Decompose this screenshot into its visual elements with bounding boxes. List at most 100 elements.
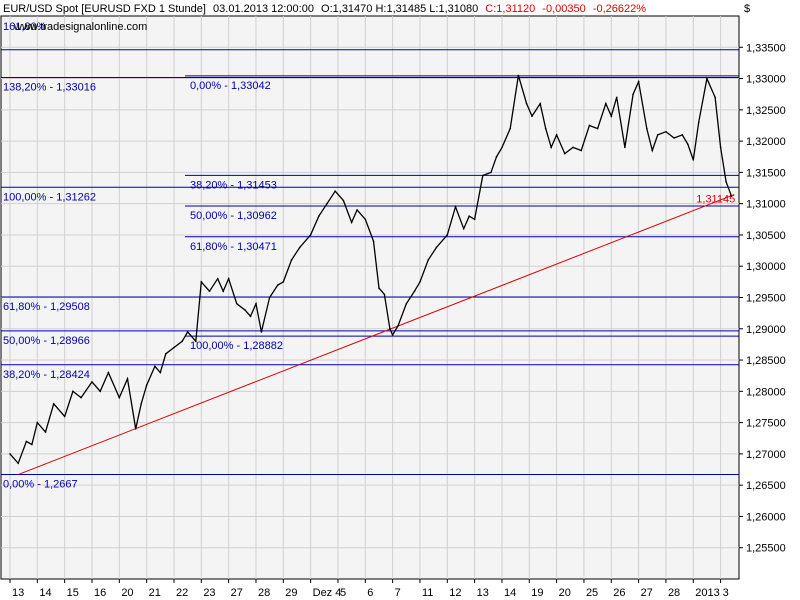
price-point xyxy=(309,234,312,236)
price-point xyxy=(446,234,449,236)
price-point xyxy=(134,428,137,430)
price-series-layer xyxy=(9,74,733,465)
price-point xyxy=(36,421,39,424)
fib-level-label: 50,00% - 1,30962 xyxy=(190,210,277,222)
fib-level-label: 61,80% - 1,29508 xyxy=(3,301,90,313)
price-point xyxy=(725,180,727,183)
x-tick-label: 27 xyxy=(641,587,653,599)
y-tick-label: 1,27000 xyxy=(746,449,786,461)
price-point xyxy=(468,215,470,217)
x-tick-label: 3 xyxy=(723,587,729,599)
price-point xyxy=(282,281,285,283)
price-point xyxy=(260,331,263,333)
price-point xyxy=(405,302,408,305)
price-point xyxy=(610,115,613,117)
y-tick-label: 1,29500 xyxy=(746,293,786,305)
fib-level-label: 50,00% - 1,28966 xyxy=(3,335,90,347)
x-tick-label: 14 xyxy=(504,587,516,599)
y-tick-label: 1,27500 xyxy=(746,418,786,430)
y-tick-label: 1,30500 xyxy=(746,230,786,242)
price-point xyxy=(572,146,574,149)
fib-level-label: 100,00% - 1,28882 xyxy=(190,340,283,352)
header-close: C:1,31120 xyxy=(485,3,535,15)
x-tick-label: 21 xyxy=(149,587,161,599)
price-point xyxy=(501,146,503,149)
price-point xyxy=(154,365,156,368)
price-point xyxy=(389,327,391,330)
price-point xyxy=(646,127,648,130)
price-point xyxy=(9,453,11,455)
price-point xyxy=(419,281,421,283)
price-point xyxy=(656,134,659,136)
x-tick-label: 5 xyxy=(340,587,346,599)
fib-level-label: 38,20% - 1,31453 xyxy=(190,179,277,191)
price-point xyxy=(383,293,386,296)
x-tick-label: 23 xyxy=(203,587,215,599)
price-point xyxy=(164,353,167,355)
x-tick-label: 27 xyxy=(231,587,243,599)
price-point xyxy=(222,290,224,293)
price-point xyxy=(539,102,542,105)
price-point xyxy=(596,127,599,130)
price-point xyxy=(681,134,684,136)
price-point xyxy=(31,443,33,446)
trendline-label: 1,31145 xyxy=(696,194,735,206)
price-point xyxy=(173,346,175,349)
fib-level-label: 0,00% - 1,2667 xyxy=(3,479,78,491)
price-point xyxy=(244,309,246,311)
price-point xyxy=(159,371,162,374)
price-point xyxy=(140,403,142,405)
trendline xyxy=(18,194,735,475)
y-tick-label: 1,26500 xyxy=(746,480,786,492)
price-point xyxy=(697,121,700,124)
x-tick-label: 16 xyxy=(94,587,106,599)
y-tick-label: 1,31000 xyxy=(746,199,786,211)
price-point xyxy=(730,195,733,197)
y-tick-label: 1,33000 xyxy=(746,74,786,86)
header-title: EUR/USD Spot [EURUSD FXD 1 Stunde] 03.01… xyxy=(3,3,646,15)
price-point xyxy=(687,143,689,146)
x-tick-label: 26 xyxy=(613,587,625,599)
price-point xyxy=(555,134,558,136)
price-point xyxy=(277,284,279,286)
price-point xyxy=(268,296,271,299)
price-point xyxy=(714,96,716,99)
header-change-pct: -0,26622% xyxy=(593,3,646,15)
price-point xyxy=(236,302,238,305)
y-tick-label: 1,33500 xyxy=(746,42,786,54)
price-point xyxy=(550,146,552,149)
y-axis: 1,25500 1,26000 1,26500 1,27000 1,27500 1,280… xyxy=(739,42,786,555)
fib-level-label: 38,20% - 1,28424 xyxy=(3,369,90,381)
price-point xyxy=(605,102,607,105)
price-point xyxy=(531,115,533,117)
price-point xyxy=(509,127,511,130)
price-point xyxy=(435,246,438,249)
y-tick-label: 1,32000 xyxy=(746,136,786,148)
price-point xyxy=(334,190,337,192)
price-point xyxy=(200,281,203,283)
fib-level-label: 61,80% - 1,30471 xyxy=(190,241,277,253)
header-change: -0,00350 xyxy=(542,3,585,15)
trendline-layer: 1,31145 xyxy=(18,194,735,475)
y-tick-label: 1,28500 xyxy=(746,355,786,367)
y-tick-label: 1,26000 xyxy=(746,511,786,523)
price-point xyxy=(482,174,484,177)
price-point xyxy=(72,390,74,393)
price-point xyxy=(372,240,375,242)
currency-mark: $ xyxy=(744,3,750,15)
price-point xyxy=(181,340,183,343)
fib-level-label: 100,00% - 1,31262 xyxy=(3,191,96,203)
x-tick-label: 20 xyxy=(559,587,571,599)
price-point xyxy=(462,227,465,230)
price-point xyxy=(706,77,708,80)
watermark: www.tradesignalonline.com xyxy=(13,21,147,33)
x-tick-label: 13 xyxy=(477,587,489,599)
grid-layer xyxy=(1,16,739,579)
x-tick-label: 19 xyxy=(531,587,543,599)
price-point xyxy=(91,381,93,383)
price-point xyxy=(692,159,695,161)
price-point xyxy=(454,205,457,208)
price-point xyxy=(517,74,520,77)
price-point xyxy=(624,146,626,149)
price-point xyxy=(298,246,301,249)
